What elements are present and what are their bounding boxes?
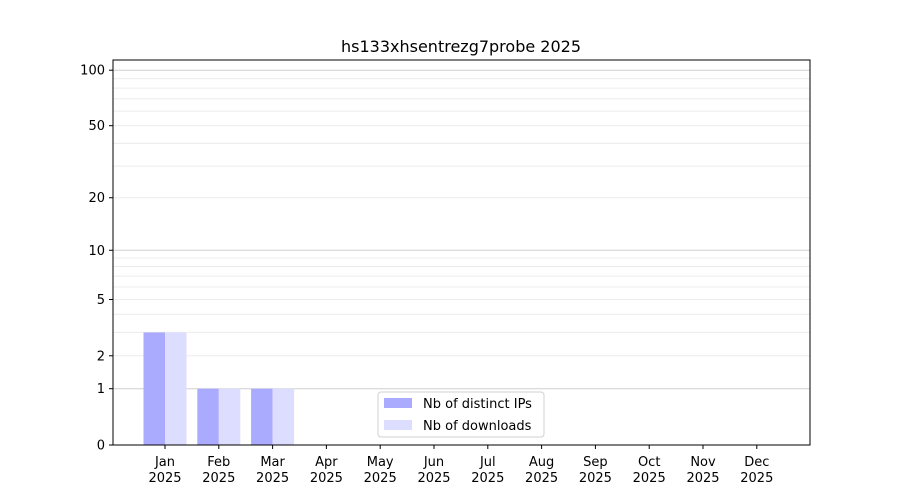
y-tick-label: 1	[97, 382, 105, 397]
legend-label: Nb of distinct IPs	[423, 397, 532, 412]
y-tick-label: 100	[80, 64, 105, 79]
y-tick-label: 5	[97, 293, 105, 308]
legend-swatch	[384, 420, 412, 430]
y-tick-label: 0	[97, 439, 105, 454]
plot-frame	[112, 59, 811, 446]
x-tick-label: Jun 2025	[417, 455, 450, 486]
legend-box	[377, 391, 545, 438]
chart-title: hs133xhsentrezg7probe 2025	[341, 37, 581, 56]
y-tick-label: 20	[88, 191, 105, 206]
y-tick-label: 50	[88, 119, 105, 134]
legend-swatch	[384, 398, 412, 408]
bar-distinct-ips	[143, 332, 165, 445]
y-tick-label: 2	[97, 349, 105, 364]
bar-distinct-ips	[197, 388, 219, 445]
x-tick-label: Aug 2025	[525, 455, 558, 486]
x-tick-label: Mar 2025	[256, 455, 289, 486]
bar-distinct-ips	[251, 388, 273, 445]
x-tick-label: Apr 2025	[310, 455, 343, 486]
y-tick-label: 10	[88, 244, 105, 259]
x-tick-label: Sep 2025	[579, 455, 612, 486]
legend: Nb of distinct IPs Nb of downloads	[377, 391, 545, 438]
x-tick-label: Nov 2025	[686, 455, 719, 486]
x-tick-label: Dec 2025	[740, 455, 773, 486]
x-tick-label: Oct 2025	[633, 455, 666, 486]
legend-label: Nb of downloads	[423, 419, 532, 434]
bar-downloads	[165, 332, 187, 445]
x-tick-label: May 2025	[364, 455, 397, 486]
bar-downloads	[218, 388, 241, 445]
x-tick-label: Feb 2025	[202, 455, 235, 486]
bar-downloads	[272, 388, 295, 445]
x-tick-label: Jul 2025	[471, 455, 504, 486]
x-tick-label: Jan 2025	[148, 455, 181, 486]
